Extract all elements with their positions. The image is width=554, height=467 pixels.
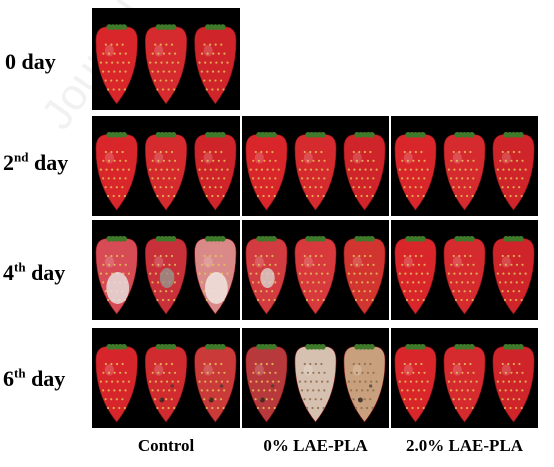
row-label-number: 2 [3,150,14,175]
strawberry [492,343,535,423]
row-label-day-0: 0 day [5,49,56,75]
photo-day4-lae0 [242,220,389,320]
photo-day6-control [92,328,240,428]
photo-day0-control [92,8,240,110]
photo-day2-control [92,116,240,216]
strawberry [394,235,437,315]
strawberry [343,131,386,211]
strawberry [194,131,237,211]
strawberry [492,131,535,211]
strawberry [144,235,188,315]
column-label-2pct-lae-pla: 2.0% LAE-PLA [405,436,524,455]
row-label-word: day [31,366,66,391]
row-label-number: 4 [3,260,14,285]
strawberry [194,24,237,105]
row-label-day-2: 2nd day [3,150,68,176]
row-label-word: day [33,150,69,175]
row-label-word: day [21,49,56,74]
strawberry [144,24,188,105]
strawberry [394,131,437,211]
row-label-number: 6 [3,366,14,391]
row-label-day-6: 6th day [3,366,65,392]
row-label-word: day [31,260,66,285]
photo-day6-lae0 [242,328,389,428]
photo-day4-lae2 [391,220,538,320]
strawberry [443,235,486,315]
strawberry [443,343,486,423]
row-label-suffix: th [14,365,26,381]
strawberry [144,343,188,423]
photo-day6-lae2 [391,328,538,428]
row-label-day-4: 4th day [3,260,65,286]
photo-day2-lae2 [391,116,538,216]
strawberry [95,235,138,315]
strawberry [294,131,337,211]
strawberry [194,343,237,423]
row-label-suffix: th [14,259,26,275]
strawberry [343,343,386,423]
strawberry [294,343,337,423]
strawberry [294,235,337,315]
strawberry [245,131,288,211]
strawberry [394,343,437,423]
photo-day4-control [92,220,240,320]
strawberry [245,343,288,423]
column-label-0pct-lae-pla: 0% LAE-PLA [263,436,368,455]
strawberry [144,131,188,211]
column-label-control: Control [137,436,195,455]
strawberry [95,131,138,211]
strawberry [194,235,237,315]
strawberry [95,343,138,423]
strawberry [95,24,138,105]
row-label-suffix: nd [14,149,29,165]
strawberry [492,235,535,315]
strawberry [245,235,288,315]
strawberry [343,235,386,315]
row-label-number: 0 [5,49,16,74]
strawberry [443,131,486,211]
photo-day2-lae0 [242,116,389,216]
